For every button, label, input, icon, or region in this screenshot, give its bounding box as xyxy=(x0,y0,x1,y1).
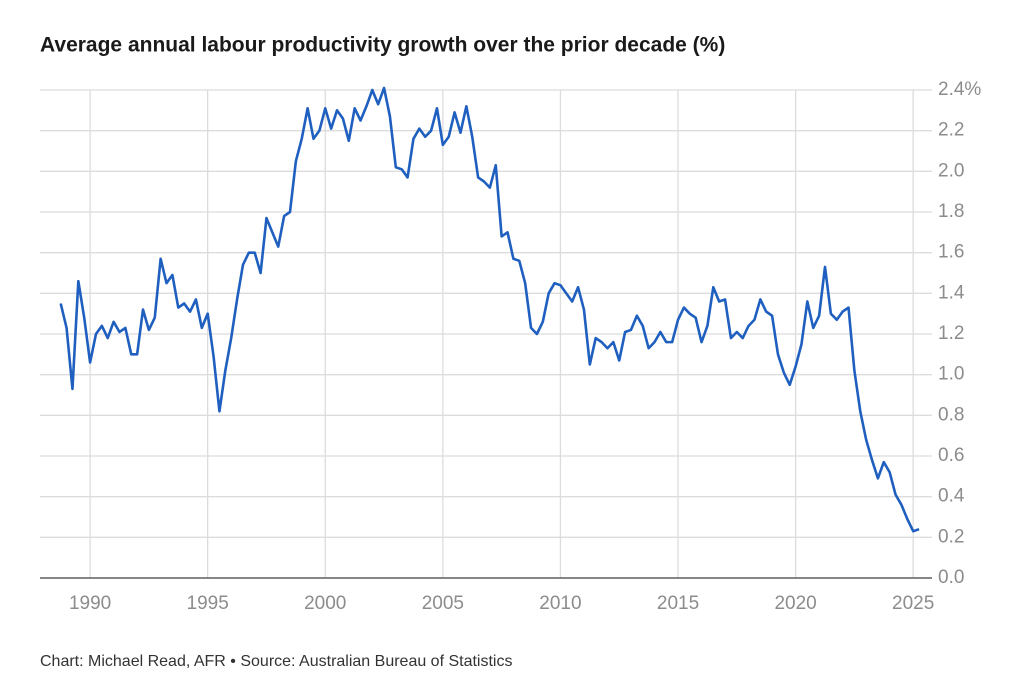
y-tick-label: 1.6 xyxy=(938,242,964,263)
x-tick-label: 2015 xyxy=(657,593,699,614)
y-tick-label: 1.0 xyxy=(938,364,964,385)
x-tick-label: 2005 xyxy=(422,593,464,614)
y-tick-label: 1.4 xyxy=(938,282,965,303)
x-tick-label: 2000 xyxy=(304,593,346,614)
y-tick-label: 2.2 xyxy=(938,120,964,141)
chart-title: Average annual labour productivity growt… xyxy=(40,34,725,57)
data-line xyxy=(59,86,920,533)
y-tick-label: 1.8 xyxy=(938,201,964,222)
x-tick-label: 1990 xyxy=(69,593,111,614)
y-tick-label: 0.6 xyxy=(938,445,964,466)
x-tick-label: 2025 xyxy=(892,593,934,614)
y-tick-label: 0.2 xyxy=(938,526,964,547)
y-tick-label: 2.0 xyxy=(938,160,964,181)
chart-source: Chart: Michael Read, AFR • Source: Austr… xyxy=(40,653,512,670)
x-tick-label: 2020 xyxy=(774,593,816,614)
x-tick-label: 1995 xyxy=(187,593,229,614)
y-tick-label: 0.8 xyxy=(938,404,964,425)
y-tick-label: 2.4% xyxy=(938,79,981,100)
y-tick-label: 0.4 xyxy=(938,486,965,507)
y-tick-label: 0.0 xyxy=(938,567,964,588)
y-tick-label: 1.2 xyxy=(938,323,964,344)
x-tick-label: 2010 xyxy=(539,593,581,614)
